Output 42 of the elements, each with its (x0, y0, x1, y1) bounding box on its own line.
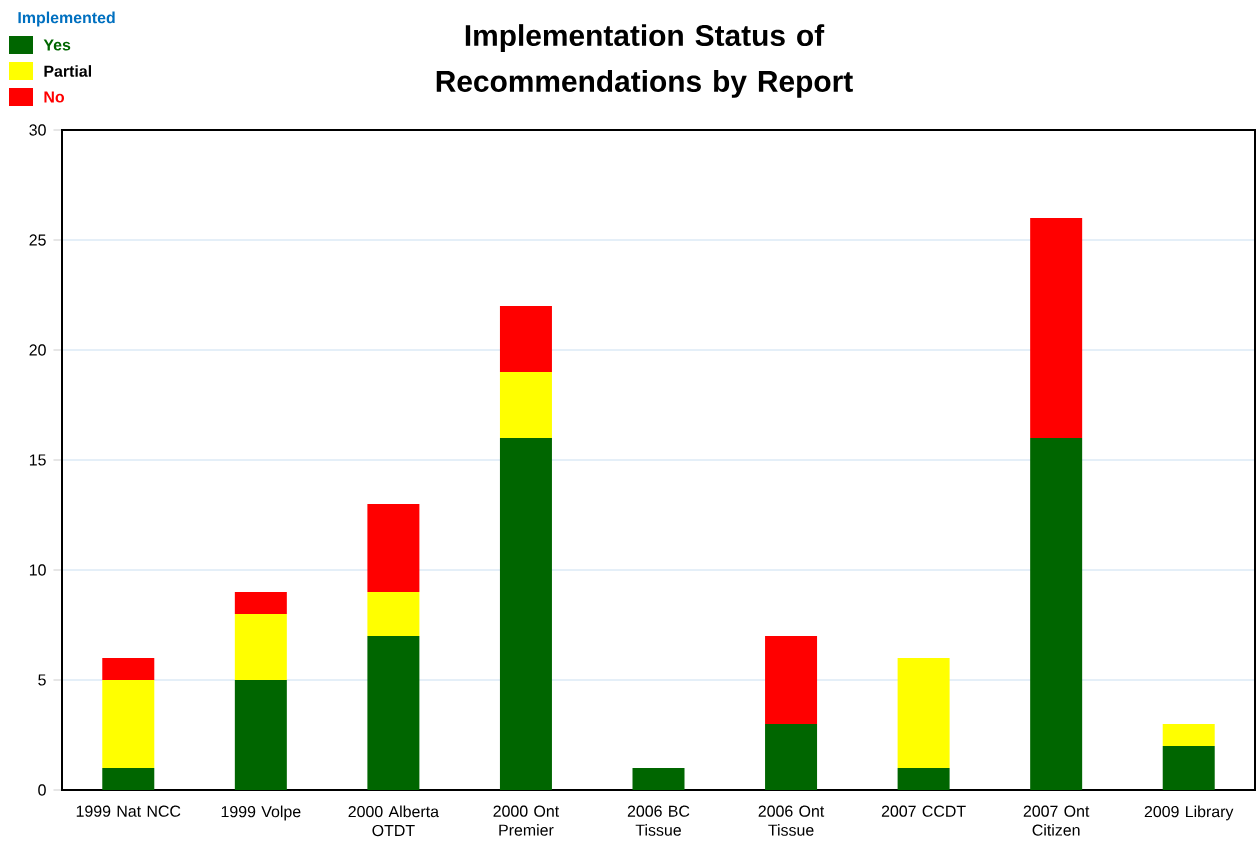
bar (897, 768, 950, 790)
bar (765, 636, 818, 724)
bar (102, 768, 155, 790)
x-tick-label: 2006 BC Tissue (627, 805, 690, 836)
y-tick-label: 5 (38, 674, 46, 686)
bar (367, 504, 420, 592)
bar (367, 636, 420, 790)
x-tick-label: 1999 Nat NCC (76, 805, 181, 817)
legend-label: Yes (43, 39, 71, 51)
x-tick-label: 2006 Ont Tissue (758, 805, 825, 836)
bar (765, 724, 818, 790)
legend-label: Partial (44, 65, 92, 77)
bar (1162, 724, 1215, 746)
x-tick-label: 2000 Ont Premier (493, 805, 560, 836)
bar (234, 614, 287, 680)
bar (499, 372, 552, 438)
x-tick-label: 2007 CCDT (881, 805, 966, 817)
y-tick-label: 30 (29, 124, 46, 136)
x-tick-label: 1999 Volpe (221, 805, 301, 821)
bar (234, 680, 287, 790)
y-tick-label: 10 (29, 564, 46, 576)
bar (102, 680, 155, 768)
legend-title: Implemented (18, 11, 115, 27)
x-tick-label: 2009 Library (1144, 805, 1234, 821)
chart-title: Implementation Status of Recommendations by Report (436, 24, 853, 98)
bar (102, 658, 155, 680)
legend-label: No (44, 91, 65, 103)
bar (1162, 746, 1215, 790)
bar (1030, 218, 1083, 438)
y-tick-label: 20 (29, 344, 46, 356)
bar (234, 592, 287, 614)
y-tick-label: 0 (38, 784, 46, 796)
y-tick-label: 25 (29, 234, 46, 246)
x-tick-label: 2000 Alberta OTDT (348, 805, 440, 837)
bar (499, 438, 552, 790)
bar (632, 768, 685, 790)
x-tick-label: 2007 Ont Citizen (1023, 805, 1090, 836)
bar (499, 306, 552, 372)
bar (367, 592, 420, 636)
bar (897, 658, 950, 768)
y-tick-label: 15 (29, 454, 46, 466)
bar (1030, 438, 1083, 790)
